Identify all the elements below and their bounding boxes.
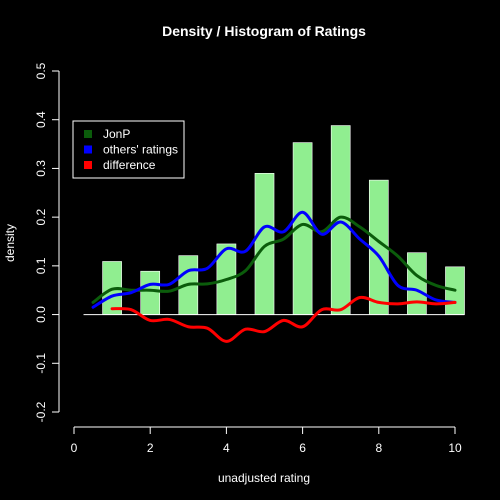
others-density-line [91, 210, 457, 309]
y-tick-label: 0.5 [34, 62, 48, 79]
x-axis: 0 2 4 6 8 10 [71, 426, 462, 455]
legend-label: difference [103, 158, 156, 172]
x-tick-label: 8 [375, 441, 382, 455]
y-tick-label: 0.0 [34, 306, 48, 323]
y-tick-label: -0.1 [34, 353, 48, 374]
x-tick-label: 4 [223, 441, 230, 455]
y-axis-label: density [3, 224, 17, 262]
x-tick-label: 6 [299, 441, 306, 455]
x-tick-label: 2 [147, 441, 154, 455]
y-tick-label: -0.2 [34, 401, 48, 422]
legend-label: JonP [103, 127, 130, 141]
y-tick-label: 0.3 [34, 160, 48, 177]
y-tick-label: 0.1 [34, 257, 48, 274]
legend-swatch [84, 145, 92, 154]
difference-line [110, 295, 457, 343]
y-tick-label: 0.2 [34, 208, 48, 225]
legend-swatch [84, 161, 92, 169]
legend-swatch [84, 130, 92, 138]
histogram-bar [407, 252, 427, 315]
legend-label: others' ratings [103, 143, 178, 157]
y-axis: -0.2 -0.1 0.0 0.1 0.2 0.3 0.4 0.5 [34, 62, 60, 422]
x-axis-label: unadjusted rating [218, 471, 310, 485]
legend-box [72, 120, 185, 179]
density-curves [91, 210, 457, 343]
chart-title: Density / Histogram of Ratings [162, 23, 366, 39]
y-tick-label: 0.4 [34, 111, 48, 128]
x-tick-label: 0 [71, 441, 78, 455]
x-tick-label: 10 [448, 441, 462, 455]
jonp-density-line [91, 215, 457, 304]
histogram-bar [140, 270, 161, 315]
